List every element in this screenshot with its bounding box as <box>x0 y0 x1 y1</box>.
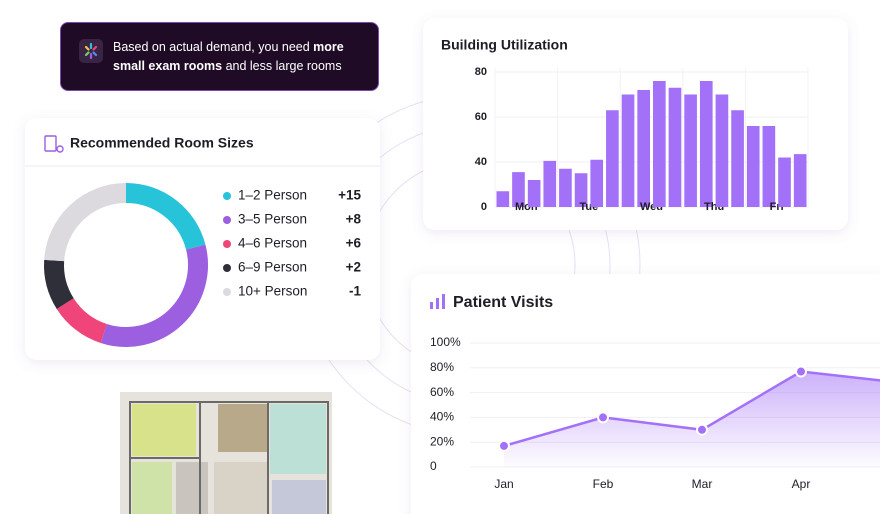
bar <box>559 168 572 207</box>
y-tick-label: 80% <box>430 360 454 374</box>
legend-change: +15 <box>338 188 361 203</box>
point <box>696 423 708 436</box>
y-tick-label: 0 <box>481 201 487 213</box>
plot <box>498 365 880 467</box>
chart-title: Patient Visits <box>453 294 553 311</box>
bar <box>715 94 729 207</box>
x-tick-label: Mar <box>692 477 713 491</box>
bar <box>793 154 807 207</box>
room-icon <box>44 135 64 153</box>
donut-slice <box>44 183 127 262</box>
y-tick-label: 80 <box>475 66 487 78</box>
bar <box>762 126 776 207</box>
bar <box>746 126 760 207</box>
chart-title: Building Utilization <box>441 37 568 53</box>
legend-label: 4–6 Person <box>238 236 307 251</box>
donut-slice <box>44 259 74 309</box>
legend-dot <box>223 264 231 272</box>
bar <box>699 81 713 207</box>
y-tick-label: 20% <box>430 434 454 448</box>
banner-bold: more small exam rooms <box>113 40 344 73</box>
legend-label: 10+ Person <box>238 284 307 299</box>
legend-change: +8 <box>346 212 362 227</box>
bar <box>590 159 604 207</box>
point <box>597 411 609 424</box>
bar <box>496 191 510 207</box>
area <box>504 371 880 467</box>
legend-dot <box>223 288 231 296</box>
insight-banner: Based on actual demand, you need more sm… <box>60 22 379 91</box>
y-tick-label: 60% <box>430 385 454 399</box>
legend-dot <box>223 240 231 248</box>
bar <box>512 172 525 207</box>
legend-dot <box>223 192 231 200</box>
bar <box>778 157 791 207</box>
banner-text: Based on actual demand, you need <box>113 40 314 54</box>
y-tick-label: 60 <box>475 111 487 123</box>
point <box>498 439 510 452</box>
bar <box>684 94 697 207</box>
bar <box>731 110 744 207</box>
y-tick-label: 100% <box>430 335 461 349</box>
legend-change: +6 <box>346 236 362 251</box>
legend-change: +2 <box>346 260 361 275</box>
y-tick-label: 40 <box>475 156 487 168</box>
bar <box>527 180 541 207</box>
chart-title: Recommended Room Sizes <box>70 135 254 151</box>
legend-label: 1–2 Person <box>238 188 307 203</box>
y-tick-label: 40% <box>430 410 454 424</box>
spark <box>84 42 98 60</box>
bar <box>621 94 635 207</box>
bar <box>637 90 650 207</box>
banner-text: and less large rooms <box>222 59 342 73</box>
bar <box>668 87 682 207</box>
donut-slice <box>125 183 206 250</box>
legend-dot <box>223 216 231 224</box>
bar <box>574 173 588 207</box>
legend-label: 3–5 Person <box>238 212 307 227</box>
x-tick-label: Feb <box>593 477 614 491</box>
x-tick-label: Apr <box>792 477 811 491</box>
bar <box>653 81 666 207</box>
bar <box>543 160 557 207</box>
floor-plan <box>120 392 332 514</box>
x-tick-label: Jan <box>494 477 513 491</box>
donut-slice <box>56 297 108 343</box>
legend-label: 6–9 Person <box>238 260 307 275</box>
legend-change: -1 <box>349 284 361 299</box>
bar <box>606 110 619 207</box>
visits-icon <box>430 294 445 309</box>
banner-icon <box>79 39 103 63</box>
y-tick-label: 0 <box>430 459 437 473</box>
point <box>795 365 807 378</box>
donut-slice <box>100 244 208 347</box>
